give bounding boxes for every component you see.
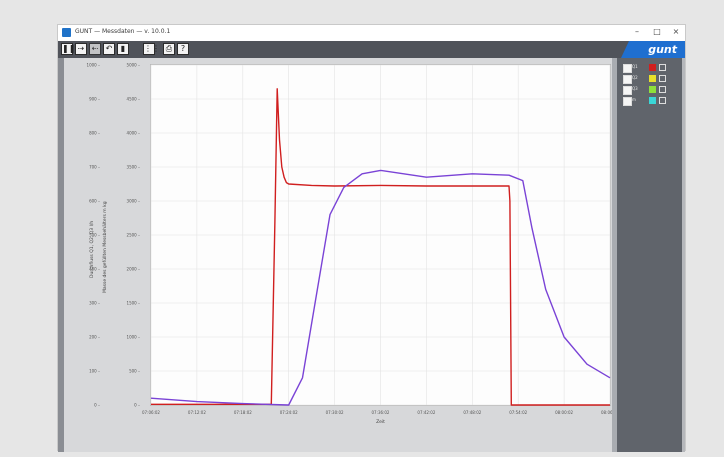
print-icon[interactable]: ⎙ xyxy=(163,43,175,55)
channel-color-swatch[interactable] xyxy=(649,75,656,82)
y2-tick-label: 4500 – xyxy=(127,97,140,102)
delete-icon[interactable]: ▮ xyxy=(117,43,129,55)
grid-icon[interactable]: ⋮⋮ xyxy=(143,43,160,55)
y2-tick-label: 4000 – xyxy=(127,131,140,136)
legend-item-q1[interactable]: Q1 xyxy=(623,64,678,73)
channel-label: Q2 xyxy=(632,75,638,80)
x-axis-label: Zeit xyxy=(376,419,385,425)
y1-tick-label: 100 – xyxy=(89,369,100,374)
x-tick-label: 07:48:02 xyxy=(463,410,481,415)
plot-panel: Durchfluss Q1, Q2, Q3 l/h Masse des gefü… xyxy=(64,58,617,452)
minimize-icon[interactable]: – xyxy=(635,27,639,36)
y1-tick-label: 900 – xyxy=(89,97,100,102)
y2-tick-label: 0 – xyxy=(134,403,140,408)
y1-tick-label: 500 – xyxy=(89,233,100,238)
y2-tick-label: 2000 – xyxy=(127,267,140,272)
y1-tick-label: 1000 – xyxy=(87,63,100,68)
window-title: GUNT — Messdaten — v. 10.0.1 xyxy=(75,28,171,35)
x-tick-label: 07:06:02 xyxy=(142,410,160,415)
app-window: GUNT — Messdaten — v. 10.0.1 – □ × ❚❚ ⇢ … xyxy=(57,24,686,452)
channel-axis-toggle[interactable] xyxy=(659,64,666,71)
x-tick-label: 07:42:02 xyxy=(417,410,435,415)
channel-color-swatch[interactable] xyxy=(649,64,656,71)
channel-checkbox[interactable] xyxy=(623,75,632,84)
import-icon[interactable]: ⇠ xyxy=(89,43,101,55)
y1-tick-label: 300 – xyxy=(89,301,100,306)
x-tick-label: 07:30:02 xyxy=(326,410,344,415)
export-icon[interactable]: ⇢ xyxy=(75,43,87,55)
x-tick-label: 07:24:02 xyxy=(280,410,298,415)
y2-tick-label: 3000 – xyxy=(127,199,140,204)
panel-splitter[interactable] xyxy=(612,58,617,452)
y1-tick-label: 0 – xyxy=(94,403,100,408)
channel-color-swatch[interactable] xyxy=(649,97,656,104)
channel-label: Q1 xyxy=(632,64,638,69)
y1-tick-label: 600 – xyxy=(89,199,100,204)
channel-label: m xyxy=(632,97,636,102)
legend-item-q3[interactable]: Q3 xyxy=(623,86,678,95)
title-bar: GUNT — Messdaten — v. 10.0.1 – □ × xyxy=(58,25,685,41)
y1-tick-label: 700 – xyxy=(89,165,100,170)
y2-tick-label: 500 – xyxy=(129,369,140,374)
y1-tick-label: 200 – xyxy=(89,335,100,340)
app-icon xyxy=(62,28,71,37)
channel-checkbox[interactable] xyxy=(623,97,632,106)
x-tick-label: 08:06:02 xyxy=(601,410,617,415)
y1-tick-label: 400 – xyxy=(89,267,100,272)
y2-tick-label: 3500 – xyxy=(127,165,140,170)
right-scrollbar[interactable] xyxy=(682,58,685,452)
channel-axis-toggle[interactable] xyxy=(659,97,666,104)
y2-tick-label: 5000 – xyxy=(127,63,140,68)
x-tick-label: 07:36:02 xyxy=(372,410,390,415)
channel-axis-toggle[interactable] xyxy=(659,75,666,82)
channel-checkbox[interactable] xyxy=(623,86,632,95)
y2-tick-label: 1000 – xyxy=(127,335,140,340)
left-collapse-strip[interactable] xyxy=(58,58,64,452)
logo-text: gunt xyxy=(648,43,677,56)
help-icon[interactable]: ? xyxy=(177,43,189,55)
undo-icon[interactable]: ↶ xyxy=(103,43,115,55)
channel-axis-toggle[interactable] xyxy=(659,86,666,93)
y2-tick-label: 2500 – xyxy=(127,233,140,238)
channel-checkbox[interactable] xyxy=(623,64,632,73)
x-tick-label: 07:54:02 xyxy=(509,410,527,415)
legend-panel: Q1 Q2 Q3 m xyxy=(617,58,682,452)
toolbar: ❚❚ ⇢ ⇠ ↶ ▮ ⋮⋮ ⎙ ? xyxy=(58,41,685,58)
maximize-icon[interactable]: □ xyxy=(653,27,661,36)
channel-label: Q3 xyxy=(632,86,638,91)
legend-item-m[interactable]: m xyxy=(623,97,678,106)
x-tick-label: 08:00:02 xyxy=(555,410,573,415)
y1-tick-label: 800 – xyxy=(89,131,100,136)
close-icon[interactable]: × xyxy=(672,27,680,36)
x-tick-label: 07:18:02 xyxy=(234,410,252,415)
x-tick-label: 07:12:02 xyxy=(188,410,206,415)
y2-tick-label: 1500 – xyxy=(127,301,140,306)
pause-icon[interactable]: ❚❚ xyxy=(61,43,76,55)
legend-item-q2[interactable]: Q2 xyxy=(623,75,678,84)
series-line-m xyxy=(150,169,611,406)
gunt-logo: gunt xyxy=(621,41,685,58)
channel-color-swatch[interactable] xyxy=(649,86,656,93)
chart-svg: 0 – 0 – 100 – 500 – 200 – 1000 – 300 – 1500 – 40… xyxy=(87,63,617,426)
